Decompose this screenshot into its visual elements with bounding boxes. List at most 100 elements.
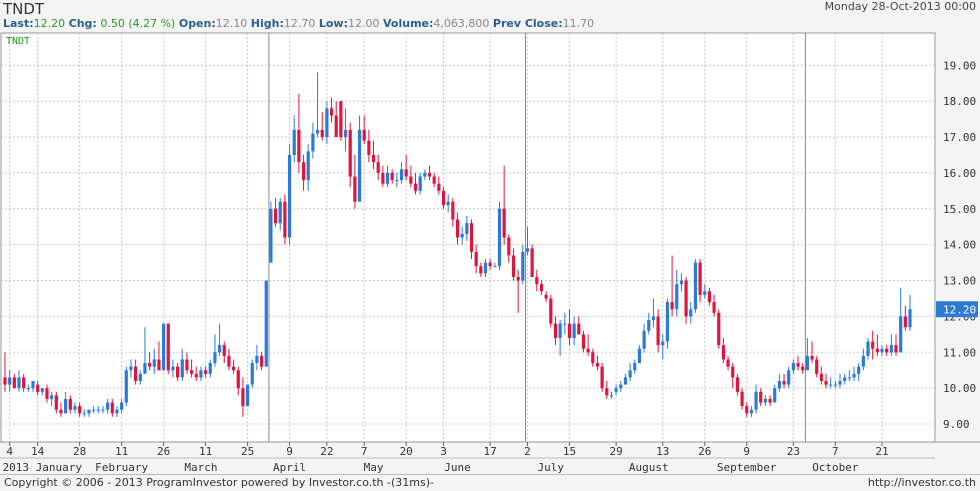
- candle-body: [362, 129, 366, 141]
- candle-body: [367, 140, 371, 155]
- footer: Copyright © 2006 - 2013 ProgramInvestor …: [0, 474, 980, 491]
- candle-body: [647, 320, 651, 331]
- candle-body: [353, 176, 357, 202]
- x-month-label: September: [717, 461, 777, 474]
- candle-body: [824, 381, 828, 385]
- candle-body: [287, 154, 292, 238]
- x-day-label: 23: [787, 445, 800, 458]
- candle-body: [861, 355, 865, 367]
- candle-body: [157, 359, 161, 371]
- candle-body: [82, 413, 86, 415]
- candle-body: [250, 363, 254, 385]
- candle-body: [670, 302, 674, 310]
- chg-value: 0.50 (4.27 %): [100, 17, 176, 30]
- candlestick-chart-svg[interactable]: 9.0010.0011.0012.0013.0014.0015.0016.001…: [0, 32, 980, 474]
- candle-body: [199, 370, 203, 378]
- candle-body: [451, 201, 455, 220]
- candle-body: [460, 233, 464, 238]
- candle-body: [334, 115, 338, 138]
- x-day-label: 20: [400, 445, 413, 458]
- candle-body: [376, 162, 380, 173]
- candle-body: [553, 323, 558, 338]
- candle-body: [255, 355, 259, 364]
- candle-body: [712, 302, 716, 313]
- candle-body: [315, 129, 320, 134]
- candle-body: [525, 248, 530, 252]
- candle-body: [768, 398, 772, 403]
- candle-body: [217, 345, 222, 353]
- candle-body: [87, 409, 91, 414]
- candle-body: [134, 366, 138, 382]
- candle-body: [507, 237, 511, 256]
- x-month-label: 2013 January: [3, 461, 83, 474]
- x-day-label: 29: [609, 445, 622, 458]
- candle-body: [866, 341, 870, 356]
- candle-body: [348, 129, 352, 177]
- candle-body: [801, 366, 805, 371]
- candle-body: [259, 355, 264, 367]
- chg-label: Chg:: [68, 17, 97, 30]
- candle-body: [735, 377, 740, 392]
- candle-body: [885, 348, 889, 353]
- candle-body: [194, 373, 198, 378]
- x-month-label: July: [538, 461, 565, 474]
- x-day-label: 26: [698, 445, 711, 458]
- candle-body: [418, 176, 422, 191]
- x-day-label: 9: [743, 445, 750, 458]
- candle-body: [50, 395, 54, 399]
- candle-body: [278, 201, 282, 224]
- open-label: Open:: [178, 17, 216, 30]
- candle-body: [549, 298, 553, 324]
- y-tick-label: 13.00: [943, 275, 976, 288]
- candle-body: [908, 309, 912, 328]
- candle-body: [707, 291, 712, 303]
- candle-body: [166, 323, 170, 371]
- candle-body: [651, 316, 656, 321]
- ticker-symbol: TNDT: [3, 0, 45, 18]
- candle-body: [777, 381, 781, 389]
- candle-body: [31, 381, 35, 389]
- x-month-label: February: [95, 461, 148, 474]
- candle-body: [754, 391, 758, 410]
- candle-body: [236, 370, 240, 389]
- x-day-label: 3: [440, 445, 447, 458]
- y-tick-label: 18.00: [943, 95, 976, 108]
- candle-body: [311, 133, 315, 152]
- candle-body: [399, 169, 404, 181]
- candle-body: [455, 219, 460, 238]
- candle-body: [628, 370, 632, 378]
- x-month-label: August: [629, 461, 669, 474]
- candle-body: [731, 366, 735, 378]
- candle-body: [469, 223, 474, 252]
- candle-body: [8, 377, 12, 385]
- candle-body: [73, 406, 77, 410]
- y-tick-label: 19.00: [943, 59, 976, 72]
- candle-body: [110, 402, 114, 414]
- candle-body: [59, 409, 63, 414]
- copyright-text: Copyright © 2006 - 2013 ProgramInvestor …: [4, 476, 434, 489]
- volume-value: 4,063,800: [433, 17, 490, 30]
- candle-body: [591, 352, 595, 364]
- candle-body: [805, 355, 809, 371]
- candle-body: [283, 201, 287, 238]
- candle-body: [857, 366, 861, 374]
- candle-body: [3, 377, 7, 385]
- x-day-label: 11: [115, 445, 128, 458]
- price-chart[interactable]: 9.0010.0011.0012.0013.0014.0015.0016.001…: [0, 32, 980, 474]
- candle-body: [231, 366, 236, 371]
- candle-body: [17, 377, 21, 389]
- x-day-label: 28: [73, 445, 86, 458]
- candle-body: [829, 384, 833, 386]
- candle-body: [791, 363, 795, 371]
- candle-body: [759, 391, 763, 403]
- candle-body: [581, 334, 586, 349]
- candle-body: [115, 409, 119, 414]
- candle-body: [605, 388, 609, 396]
- candle-body: [176, 366, 180, 378]
- site-link[interactable]: http://investor.co.th: [867, 476, 976, 489]
- candle-body: [413, 183, 418, 191]
- candle-body: [698, 262, 702, 295]
- candle-body: [763, 398, 767, 403]
- candle-body: [143, 363, 147, 374]
- candle-body: [162, 323, 166, 371]
